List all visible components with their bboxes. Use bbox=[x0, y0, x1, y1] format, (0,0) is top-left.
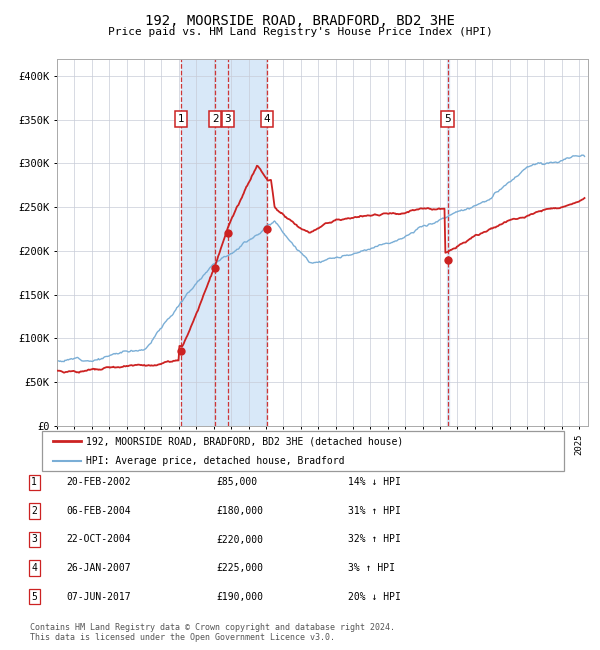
Text: 07-JUN-2017: 07-JUN-2017 bbox=[66, 592, 131, 602]
FancyBboxPatch shape bbox=[42, 431, 564, 471]
Text: 2: 2 bbox=[212, 114, 218, 124]
Text: 31% ↑ HPI: 31% ↑ HPI bbox=[348, 506, 401, 516]
Text: £225,000: £225,000 bbox=[216, 563, 263, 573]
Text: £180,000: £180,000 bbox=[216, 506, 263, 516]
Text: £85,000: £85,000 bbox=[216, 477, 257, 488]
Text: £190,000: £190,000 bbox=[216, 592, 263, 602]
Text: Contains HM Land Registry data © Crown copyright and database right 2024.
This d: Contains HM Land Registry data © Crown c… bbox=[30, 623, 395, 642]
Text: 06-FEB-2004: 06-FEB-2004 bbox=[66, 506, 131, 516]
Text: 26-JAN-2007: 26-JAN-2007 bbox=[66, 563, 131, 573]
Text: HPI: Average price, detached house, Bradford: HPI: Average price, detached house, Brad… bbox=[86, 456, 345, 466]
Text: 32% ↑ HPI: 32% ↑ HPI bbox=[348, 534, 401, 545]
Bar bbox=[447, 58, 449, 426]
Text: 5: 5 bbox=[31, 592, 37, 602]
Text: 192, MOORSIDE ROAD, BRADFORD, BD2 3HE: 192, MOORSIDE ROAD, BRADFORD, BD2 3HE bbox=[145, 14, 455, 29]
Text: Price paid vs. HM Land Registry's House Price Index (HPI): Price paid vs. HM Land Registry's House … bbox=[107, 27, 493, 37]
Text: 14% ↓ HPI: 14% ↓ HPI bbox=[348, 477, 401, 488]
Text: 3: 3 bbox=[31, 534, 37, 545]
Text: 4: 4 bbox=[264, 114, 271, 124]
Text: £220,000: £220,000 bbox=[216, 534, 263, 545]
Text: 20% ↓ HPI: 20% ↓ HPI bbox=[348, 592, 401, 602]
Text: 1: 1 bbox=[31, 477, 37, 488]
Bar bbox=[181, 58, 267, 426]
Text: 2: 2 bbox=[31, 506, 37, 516]
Text: 5: 5 bbox=[445, 114, 451, 124]
Text: 3: 3 bbox=[224, 114, 231, 124]
Text: 20-FEB-2002: 20-FEB-2002 bbox=[66, 477, 131, 488]
Text: 192, MOORSIDE ROAD, BRADFORD, BD2 3HE (detached house): 192, MOORSIDE ROAD, BRADFORD, BD2 3HE (d… bbox=[86, 436, 404, 447]
Text: 22-OCT-2004: 22-OCT-2004 bbox=[66, 534, 131, 545]
Text: 1: 1 bbox=[178, 114, 184, 124]
Text: 4: 4 bbox=[31, 563, 37, 573]
Text: 3% ↑ HPI: 3% ↑ HPI bbox=[348, 563, 395, 573]
